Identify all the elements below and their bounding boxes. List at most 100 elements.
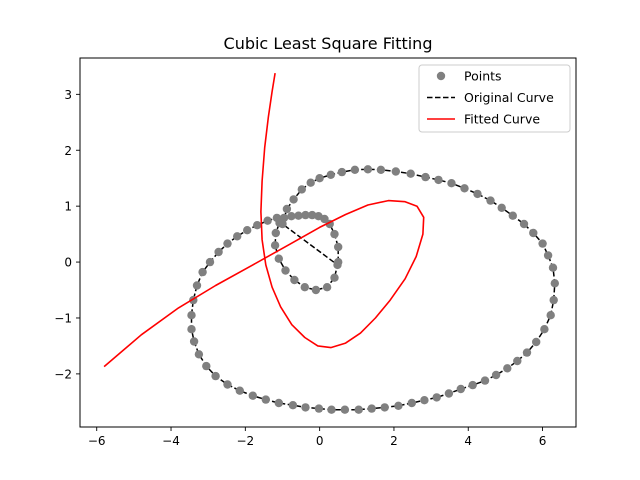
data-point xyxy=(202,361,211,371)
data-point xyxy=(326,170,335,179)
data-point xyxy=(519,219,529,229)
data-point xyxy=(287,212,296,221)
data-point xyxy=(300,283,309,292)
x-tick-label: 6 xyxy=(539,434,547,448)
data-point xyxy=(205,257,215,267)
data-point xyxy=(315,174,324,183)
data-point xyxy=(340,405,350,414)
data-point xyxy=(432,393,441,402)
data-point xyxy=(314,212,323,221)
data-point xyxy=(327,405,336,414)
data-point xyxy=(192,281,202,290)
data-point xyxy=(513,356,522,366)
data-point xyxy=(189,337,199,346)
data-point xyxy=(289,195,298,204)
y-tick-label: −1 xyxy=(54,311,72,325)
data-point xyxy=(274,398,283,408)
data-point xyxy=(367,404,376,413)
data-point xyxy=(491,370,501,380)
y-tick-label: 0 xyxy=(64,256,72,270)
x-tick-label: 2 xyxy=(390,434,398,448)
data-point xyxy=(497,203,506,212)
data-point xyxy=(270,241,280,250)
data-point xyxy=(223,239,232,248)
data-point xyxy=(278,219,287,229)
data-point xyxy=(550,279,559,288)
data-point xyxy=(308,210,317,220)
data-point xyxy=(322,283,332,292)
data-point xyxy=(311,285,321,295)
data-point xyxy=(211,371,220,381)
legend: Points Original Curve Fitted Curve xyxy=(418,64,571,133)
data-point xyxy=(508,211,517,220)
data-point xyxy=(214,247,223,257)
data-point xyxy=(334,242,343,252)
legend-label: Original Curve xyxy=(464,90,554,105)
x-tick-label: −6 xyxy=(88,434,106,448)
data-point xyxy=(363,165,373,174)
data-point xyxy=(376,165,386,174)
data-point xyxy=(337,167,347,177)
legend-label: Points xyxy=(464,69,502,84)
chart-title: Cubic Least Square Fitting xyxy=(224,34,433,53)
data-point xyxy=(235,386,244,395)
x-tick-label: 4 xyxy=(464,434,472,448)
data-point xyxy=(421,172,430,182)
data-point xyxy=(274,254,283,263)
axes-frame xyxy=(79,57,577,428)
data-point xyxy=(407,398,416,408)
data-point xyxy=(282,204,292,214)
x-tick-label: −2 xyxy=(236,434,254,448)
data-point xyxy=(529,228,538,238)
data-point xyxy=(456,384,465,394)
fitted-curve-line xyxy=(103,72,425,368)
legend-marker-points xyxy=(436,71,446,81)
plot-area xyxy=(103,72,559,414)
legend-label: Fitted Curve xyxy=(464,112,540,127)
data-point xyxy=(354,405,363,414)
data-point xyxy=(532,337,541,347)
data-point xyxy=(330,229,339,239)
data-point xyxy=(261,395,270,404)
data-point xyxy=(281,266,290,275)
y-tick-label: −2 xyxy=(54,367,72,381)
data-point xyxy=(248,391,257,400)
data-point xyxy=(198,267,207,277)
data-point xyxy=(473,189,482,199)
data-point xyxy=(548,263,558,272)
data-point xyxy=(314,404,324,413)
data-point xyxy=(290,275,299,285)
data-point xyxy=(288,401,298,410)
data-point xyxy=(447,179,456,188)
data-point xyxy=(187,311,196,320)
legend-box xyxy=(418,64,571,133)
data-point xyxy=(480,376,490,385)
data-point xyxy=(350,165,360,174)
data-point xyxy=(444,389,454,398)
data-point xyxy=(406,169,415,178)
data-point xyxy=(333,260,342,270)
y-tick-label: 2 xyxy=(64,144,72,158)
data-point xyxy=(538,239,547,248)
data-point xyxy=(486,196,495,205)
data-point xyxy=(271,228,280,238)
data-point xyxy=(223,380,232,389)
y-tick-label: 3 xyxy=(64,88,72,102)
axis-ticks: −6 −4 −2 0 2 4 6 −2 −1 0 1 2 3 xyxy=(54,88,546,448)
data-point xyxy=(243,226,252,235)
data-point xyxy=(187,325,196,334)
data-point xyxy=(233,232,242,241)
data-point xyxy=(330,273,339,282)
data-point xyxy=(460,184,469,193)
data-point xyxy=(194,350,204,359)
data-point xyxy=(420,396,429,405)
x-tick-label: −4 xyxy=(162,434,180,448)
data-point xyxy=(306,178,315,187)
data-point xyxy=(546,311,555,320)
data-point xyxy=(380,403,389,412)
data-point xyxy=(294,211,303,220)
data-point xyxy=(272,213,282,223)
data-point xyxy=(434,175,443,185)
y-tick-label: 1 xyxy=(64,200,72,214)
